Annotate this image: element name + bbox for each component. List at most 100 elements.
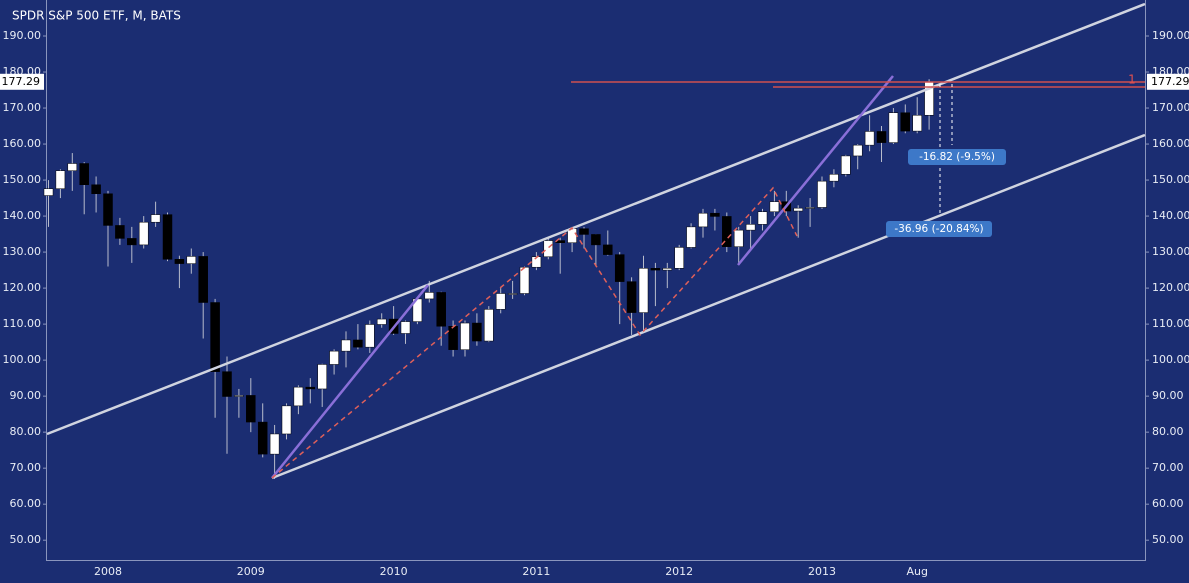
x-tick-label: 2009 xyxy=(237,565,265,578)
candle-body xyxy=(507,293,518,295)
y-tick-label: 60.00 xyxy=(10,497,42,510)
channel-upper xyxy=(46,2,1146,436)
candle-body xyxy=(912,114,922,132)
candle-body xyxy=(805,207,815,209)
candle-body xyxy=(341,339,351,352)
y-tick-label: 190.00 xyxy=(1152,29,1189,42)
y-tick-label: 100.00 xyxy=(1152,353,1189,366)
price-label-box xyxy=(0,73,44,90)
annotation-box xyxy=(886,221,992,237)
y-tick-label: 170.00 xyxy=(1152,101,1189,114)
candle-body xyxy=(674,247,684,269)
candle-body xyxy=(174,259,185,264)
y-tick-label: 80.00 xyxy=(1152,425,1184,438)
y-tick-label: 110.00 xyxy=(1152,317,1189,330)
candle-body xyxy=(793,207,803,212)
candle-body xyxy=(864,131,875,146)
candle-body xyxy=(246,395,256,423)
candle-body xyxy=(710,212,720,217)
candle-body xyxy=(79,163,89,185)
candle-body xyxy=(638,268,649,313)
candle-body xyxy=(769,201,780,213)
candle-body xyxy=(162,214,173,260)
candle-body xyxy=(293,386,304,407)
pattern-line xyxy=(271,186,798,479)
candle-body xyxy=(353,339,363,348)
chart-title: SPDR S&P 500 ETF, M, BATS xyxy=(12,9,181,23)
y-tick-label: 150.00 xyxy=(3,173,42,186)
y-tick-label: 90.00 xyxy=(10,389,42,402)
y-tick-label: 70.00 xyxy=(10,461,42,474)
candle-body xyxy=(186,256,197,264)
channel-lower xyxy=(271,133,1146,480)
y-tick-label: 160.00 xyxy=(3,137,42,150)
candle-body xyxy=(91,184,101,194)
y-tick-label: 50.00 xyxy=(1152,533,1184,546)
y-tick-label: 110.00 xyxy=(3,317,42,330)
candle-body xyxy=(460,322,470,350)
candles xyxy=(43,79,934,479)
candle-body xyxy=(150,214,161,223)
candle-body xyxy=(317,364,327,390)
candle-body xyxy=(210,302,220,372)
candle-body xyxy=(484,309,494,342)
candle-body xyxy=(424,292,435,300)
y-tick-label: 160.00 xyxy=(1152,137,1189,150)
candle-body xyxy=(234,395,244,397)
candle-body xyxy=(222,371,232,397)
y-tick-label: 90.00 xyxy=(1152,389,1184,402)
candle-body xyxy=(257,421,268,455)
candle-body xyxy=(67,163,78,171)
price-label: 177.29 xyxy=(2,75,41,88)
candle-body xyxy=(436,292,446,327)
y-tick-label: 120.00 xyxy=(1152,281,1189,294)
candle-body xyxy=(841,155,851,175)
candle-body xyxy=(733,229,744,247)
y-tick-label: 70.00 xyxy=(1152,461,1184,474)
y-tick-label: 100.00 xyxy=(3,353,42,366)
y-tick-label: 120.00 xyxy=(3,281,42,294)
trend-line xyxy=(271,284,429,479)
y-tick-label: 140.00 xyxy=(3,209,42,222)
price-label: 177.29 xyxy=(1151,75,1189,88)
candle-body xyxy=(614,254,625,282)
candle-body xyxy=(519,266,530,294)
candle-body xyxy=(103,193,113,226)
candle-body xyxy=(829,174,839,182)
x-tick-label: 2008 xyxy=(94,565,122,578)
candle-body xyxy=(365,324,375,348)
candle-body xyxy=(127,238,137,246)
candle-body xyxy=(686,226,696,248)
annotation: -16.82 (-9.5%) xyxy=(919,151,995,163)
x-tick-label: Aug xyxy=(906,565,927,578)
candle-body xyxy=(722,216,732,247)
y-tick-label: 170.00 xyxy=(3,101,42,114)
candle-body xyxy=(698,212,708,228)
candle-body xyxy=(55,170,66,189)
candle-body xyxy=(448,326,458,350)
candle-body xyxy=(603,244,613,255)
candle-body xyxy=(900,112,911,132)
candle-body xyxy=(626,281,637,313)
candle-body xyxy=(817,180,827,208)
candle-body xyxy=(662,268,673,271)
candle-body xyxy=(888,112,899,143)
y-tick-label: 50.00 xyxy=(10,533,42,546)
candle-body xyxy=(198,256,208,303)
candle-body xyxy=(650,268,661,271)
annotation-box xyxy=(908,149,1006,165)
x-tick-label: 2012 xyxy=(665,565,693,578)
alert-marker: 1 xyxy=(1128,73,1136,87)
candle-body xyxy=(579,228,589,235)
candle-body xyxy=(745,224,756,231)
candle-body xyxy=(269,433,280,455)
y-tick-label: 150.00 xyxy=(1152,173,1189,186)
candle-body xyxy=(543,240,554,258)
candle-body xyxy=(400,321,411,334)
x-tick-label: 2011 xyxy=(522,565,550,578)
price-label-box xyxy=(1147,73,1189,90)
candle-body xyxy=(472,322,482,342)
y-tick-label: 130.00 xyxy=(1152,245,1189,258)
